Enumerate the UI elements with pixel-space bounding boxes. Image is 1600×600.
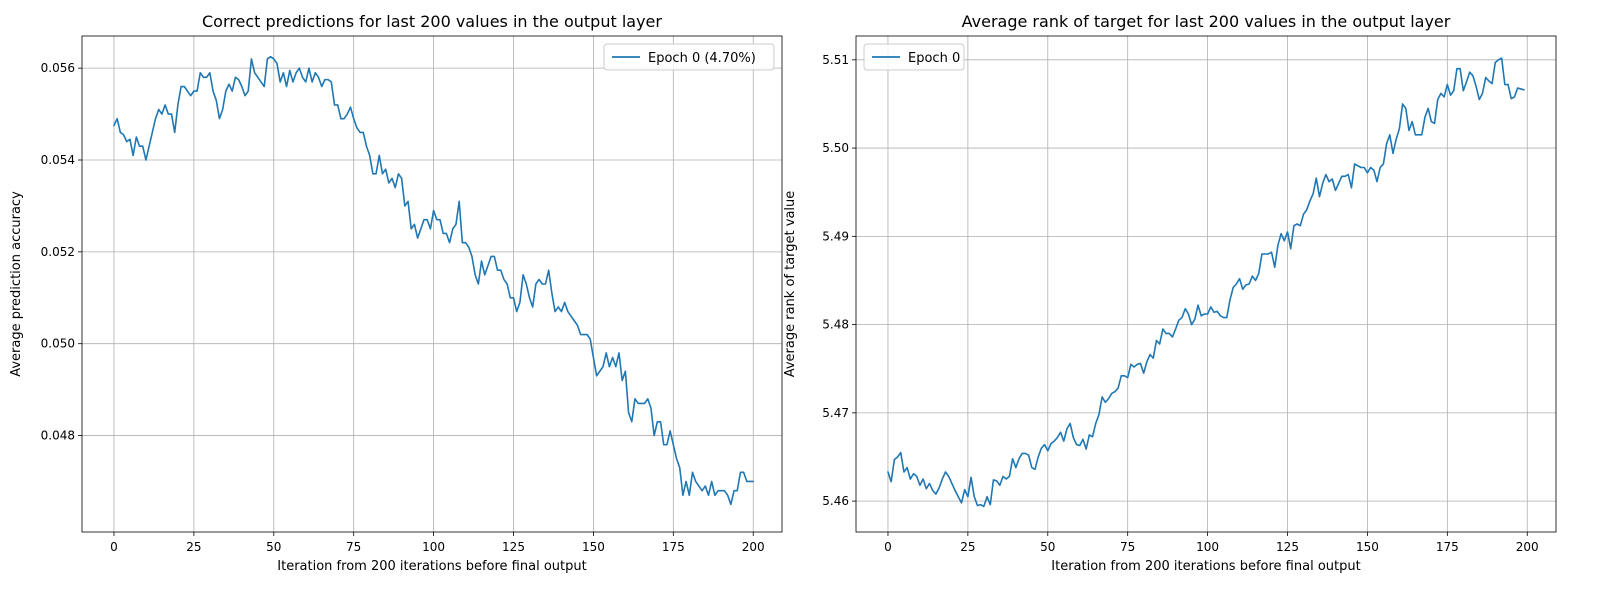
x-tick-label: 25 <box>960 540 975 554</box>
x-tick-label: 50 <box>1040 540 1055 554</box>
x-tick-label: 100 <box>1196 540 1219 554</box>
x-tick-label: 125 <box>1276 540 1299 554</box>
x-tick-label: 0 <box>884 540 892 554</box>
legend-label: Epoch 0 (4.70%) <box>648 51 756 66</box>
x-tick-label: 125 <box>502 540 525 554</box>
y-axis-label: Average prediction accuracy <box>9 191 24 377</box>
y-tick-label: 5.51 <box>822 53 849 67</box>
x-tick-label: 175 <box>662 540 685 554</box>
x-axis-label: Iteration from 200 iterations before fin… <box>1051 559 1360 574</box>
legend-label: Epoch 0 <box>908 51 960 66</box>
y-tick-label: 0.048 <box>41 429 75 443</box>
y-tick-label: 5.49 <box>822 229 849 243</box>
axes-frame <box>855 35 1557 533</box>
x-tick-label: 150 <box>1356 540 1379 554</box>
x-tick-label: 200 <box>742 540 765 554</box>
y-tick-label: 0.054 <box>41 153 75 167</box>
x-tick-label: 0 <box>110 540 118 554</box>
series-line <box>887 57 1525 508</box>
legend-box <box>863 43 965 71</box>
x-tick-label: 200 <box>1516 540 1539 554</box>
x-tick-label: 25 <box>186 540 201 554</box>
x-axis-label: Iteration from 200 iterations before fin… <box>277 559 586 574</box>
x-tick-label: 175 <box>1436 540 1459 554</box>
x-tick-label: 75 <box>346 540 361 554</box>
y-tick-label: 5.47 <box>822 406 849 420</box>
x-tick-label: 100 <box>422 540 445 554</box>
x-tick-label: 150 <box>582 540 605 554</box>
rank-chart: Average rank of target for last 200 valu… <box>783 12 1557 574</box>
chart-title: Correct predictions for last 200 values … <box>202 12 662 31</box>
y-tick-label: 0.050 <box>41 337 75 351</box>
axes-frame <box>81 35 783 533</box>
series-line <box>113 55 755 506</box>
legend-box <box>603 43 775 71</box>
legend: Epoch 0 (4.70%) <box>603 43 775 71</box>
accuracy-chart: Correct predictions for last 200 values … <box>9 12 783 574</box>
y-tick-label: 5.48 <box>822 318 849 332</box>
y-tick-label: 5.50 <box>822 141 849 155</box>
y-tick-label: 0.056 <box>41 61 75 75</box>
legend: Epoch 0 <box>863 43 965 71</box>
y-axis-label: Average rank of target value <box>783 191 798 378</box>
chart-title: Average rank of target for last 200 valu… <box>962 12 1451 31</box>
x-tick-label: 75 <box>1120 540 1135 554</box>
y-tick-label: 0.052 <box>41 245 75 259</box>
grid <box>856 36 1556 532</box>
y-tick-label: 5.46 <box>822 494 849 508</box>
x-tick-label: 50 <box>266 540 281 554</box>
